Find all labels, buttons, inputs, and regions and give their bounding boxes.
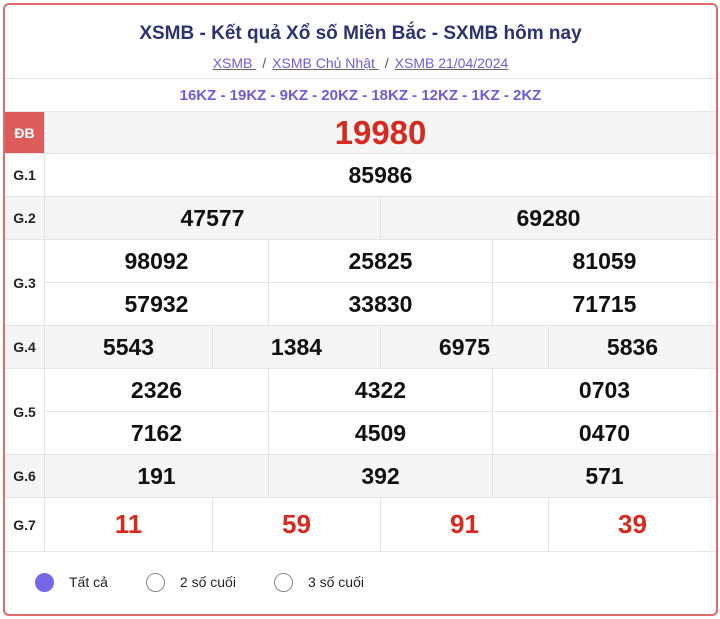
prize-number: 81059	[492, 240, 716, 282]
prize-number: 571	[492, 455, 716, 497]
prize-number: 1384	[212, 326, 380, 368]
prize-label: ĐB	[5, 112, 45, 153]
prize-label: G.4	[5, 326, 45, 368]
prize-row-g5: G.5 2326 4322 0703 7162 4509 0470	[5, 369, 716, 455]
prize-number: 191	[137, 462, 176, 489]
prize-number: 98092	[124, 247, 189, 274]
radio-selected-icon[interactable]	[35, 572, 54, 592]
prize-row-g4: G.4 5543 1384 6975 5836	[5, 326, 716, 369]
radio-label: 2 số cuối	[179, 574, 236, 590]
prize-number: 57932	[124, 290, 189, 317]
digit-filter: Tất cả 2 số cuối 3 số cuối	[5, 552, 716, 612]
prize-number: 6975	[380, 326, 548, 368]
prize-number: 25825	[268, 240, 492, 282]
prize-number: 0470	[492, 412, 716, 454]
prize-label: G.5	[5, 369, 45, 454]
prize-number: 5836	[548, 326, 716, 368]
prize-label: G.1	[5, 154, 45, 196]
radio-label: Tất cả	[69, 574, 108, 590]
prize-label: G.2	[5, 197, 45, 239]
prize-number: 69280	[380, 197, 716, 239]
prize-number: 2326	[130, 376, 183, 403]
breadcrumb-separator: /	[384, 55, 389, 71]
prize-number: 47577	[180, 204, 245, 231]
prize-number: 33830	[268, 283, 492, 325]
radio-unselected-icon[interactable]	[273, 572, 293, 592]
prize-row-g7: G.7 11 59 91 39	[5, 498, 716, 552]
prize-row-db: ĐB 19980	[5, 112, 716, 154]
prize-row-g2: G.2 47577 69280	[5, 197, 716, 240]
prize-number: 85986	[348, 161, 413, 188]
prize-label: G.6	[5, 455, 45, 497]
prize-number: 91	[380, 498, 548, 551]
prize-row-g1: G.1 85986	[5, 154, 716, 197]
ticket-codes: 16KZ - 19KZ - 9KZ - 20KZ - 18KZ - 12KZ -…	[5, 79, 716, 112]
prize-number: 0703	[492, 369, 716, 411]
prize-label: G.7	[5, 498, 45, 551]
prize-row-g6: G.6 191 392 571	[5, 455, 716, 498]
radio-last-2[interactable]: 2 số cuối	[145, 572, 236, 592]
results-card: XSMB - Kết quả Xổ số Miền Bắc - SXMB hôm…	[3, 3, 718, 616]
prize-number: 5543	[102, 333, 155, 360]
breadcrumb-xsmb[interactable]: XSMB	[212, 55, 257, 71]
prize-label: G.3	[5, 240, 45, 325]
prize-number: 4509	[268, 412, 492, 454]
header: XSMB - Kết quả Xổ số Miền Bắc - SXMB hôm…	[5, 5, 716, 79]
prize-number: 71715	[492, 283, 716, 325]
radio-last-3[interactable]: 3 số cuối	[273, 572, 364, 592]
prize-row-g3: G.3 98092 25825 81059 57932 33830 71715	[5, 240, 716, 326]
prize-number: 392	[268, 455, 492, 497]
page-title: XSMB - Kết quả Xổ số Miền Bắc - SXMB hôm…	[139, 23, 582, 44]
prize-number: 19980	[334, 113, 427, 151]
prize-number: 39	[548, 498, 716, 551]
prize-number: 7162	[130, 419, 183, 446]
radio-all[interactable]: Tất cả	[35, 572, 108, 592]
prize-number: 4322	[268, 369, 492, 411]
prize-number: 11	[114, 509, 143, 539]
breadcrumb-xsmb-sunday[interactable]: XSMB Chủ Nhật	[272, 55, 379, 71]
breadcrumb-separator: /	[262, 55, 267, 71]
breadcrumb-xsmb-date[interactable]: XSMB 21/04/2024	[394, 55, 509, 71]
prize-number: 59	[212, 498, 380, 551]
breadcrumb: XSMB / XSMB Chủ Nhật / XSMB 21/04/2024	[5, 55, 716, 71]
radio-unselected-icon[interactable]	[145, 572, 165, 592]
radio-label: 3 số cuối	[307, 574, 364, 590]
